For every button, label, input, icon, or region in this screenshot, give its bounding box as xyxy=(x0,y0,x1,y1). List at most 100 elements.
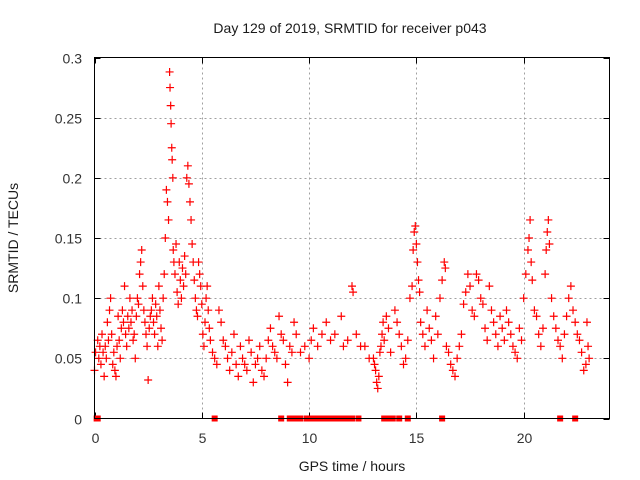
data-point xyxy=(180,252,189,261)
data-point xyxy=(326,336,335,345)
data-point xyxy=(390,306,399,315)
data-point xyxy=(138,282,147,291)
data-point xyxy=(135,270,144,279)
data-point xyxy=(579,366,588,375)
data-point xyxy=(129,336,138,345)
data-point xyxy=(562,312,571,321)
data-point xyxy=(352,330,361,339)
data-point xyxy=(193,312,202,321)
data-point xyxy=(123,312,132,321)
data-point xyxy=(232,360,241,369)
data-point xyxy=(190,276,199,285)
data-point xyxy=(418,330,427,339)
data-point xyxy=(372,378,381,387)
data-point xyxy=(176,276,185,285)
data-point xyxy=(91,348,100,357)
data-point xyxy=(485,282,494,291)
y-tick-label: 0.2 xyxy=(63,171,83,187)
data-point xyxy=(508,342,517,351)
x-tick-label: 15 xyxy=(409,430,425,446)
data-point xyxy=(106,294,115,303)
data-point xyxy=(405,294,414,303)
data-point xyxy=(551,324,560,333)
data-point xyxy=(105,306,114,315)
data-point xyxy=(96,360,105,369)
data-point xyxy=(542,246,551,255)
data-point xyxy=(343,336,352,345)
data-point xyxy=(313,342,322,351)
chart-title: Day 129 of 2019, SRMTID for receiver p04… xyxy=(213,20,486,36)
data-point xyxy=(185,197,194,206)
axis-ticks: 0 0.05 0.1 0.15 0.2 0.25 0.3 0 5 10 15 20 xyxy=(55,51,610,446)
x-tick-label: 0 xyxy=(92,430,100,446)
data-point xyxy=(558,354,567,363)
data-point xyxy=(210,354,219,363)
data-point xyxy=(162,185,171,194)
data-point xyxy=(111,372,120,381)
data-point xyxy=(433,330,442,339)
data-point xyxy=(152,312,161,321)
data-point xyxy=(511,348,520,357)
data-point xyxy=(114,312,123,321)
data-point xyxy=(170,270,179,279)
data-point xyxy=(506,330,515,339)
data-point xyxy=(397,342,406,351)
data-point xyxy=(504,318,513,327)
data-point xyxy=(414,276,423,285)
data-point xyxy=(287,348,296,357)
data-point xyxy=(160,270,169,279)
data-point xyxy=(117,324,126,333)
data-point xyxy=(102,354,111,363)
data-point xyxy=(121,330,130,339)
data-point xyxy=(438,276,447,285)
data-point xyxy=(384,324,393,333)
data-point xyxy=(441,264,450,273)
data-point xyxy=(107,330,116,339)
data-point xyxy=(197,300,206,309)
data-point xyxy=(369,354,378,363)
data-point xyxy=(337,312,346,321)
data-point xyxy=(104,336,113,345)
data-point xyxy=(476,294,485,303)
data-point xyxy=(124,324,133,333)
data-point xyxy=(208,348,217,357)
data-point xyxy=(100,372,109,381)
data-point xyxy=(164,215,173,224)
data-point xyxy=(566,282,575,291)
data-point xyxy=(547,294,556,303)
data-point xyxy=(493,342,502,351)
data-point xyxy=(498,324,507,333)
x-tick-label: 10 xyxy=(302,430,318,446)
data-point xyxy=(157,324,166,333)
data-point xyxy=(309,324,318,333)
data-point xyxy=(260,372,269,381)
data-point xyxy=(101,342,110,351)
data-point xyxy=(281,360,290,369)
data-point xyxy=(167,119,176,128)
data-point xyxy=(183,161,192,170)
data-point xyxy=(202,294,211,303)
data-point xyxy=(118,306,127,315)
y-tick-label: 0.05 xyxy=(55,351,82,367)
data-point xyxy=(225,366,234,375)
data-point xyxy=(571,318,580,327)
data-point xyxy=(489,318,498,327)
data-point xyxy=(500,336,509,345)
data-point xyxy=(158,336,167,345)
data-point xyxy=(466,282,475,291)
data-point xyxy=(292,330,301,339)
data-point xyxy=(154,282,163,291)
data-point xyxy=(582,318,591,327)
data-point xyxy=(412,240,421,249)
data-point xyxy=(126,318,135,327)
data-point xyxy=(255,342,264,351)
data-point xyxy=(245,336,253,345)
data-point xyxy=(519,294,528,303)
data-point xyxy=(130,330,139,339)
data-point xyxy=(212,360,221,369)
data-point xyxy=(483,336,492,345)
data-point xyxy=(496,312,505,321)
data-point xyxy=(234,372,243,381)
data-point xyxy=(455,342,464,351)
